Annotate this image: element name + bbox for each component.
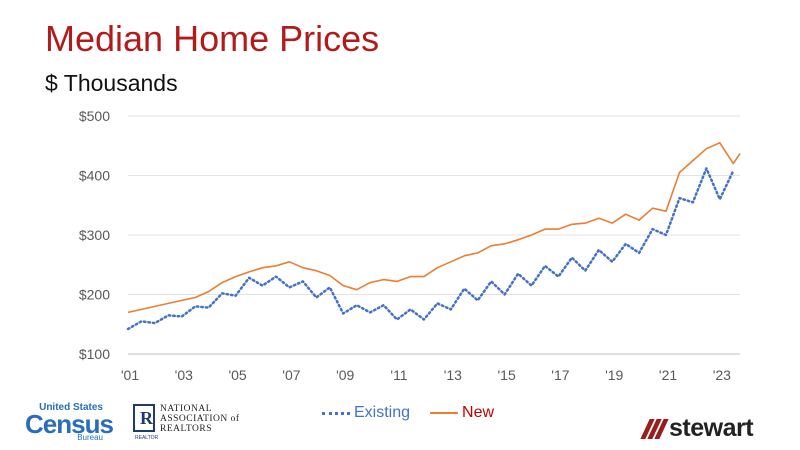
stewart-stripes-icon	[640, 418, 669, 439]
series-lines	[126, 142, 741, 331]
x-tick-label: '21	[659, 367, 677, 383]
page-title: Median Home Prices	[45, 18, 380, 59]
legend-item-existing: Existing	[322, 404, 410, 422]
x-tick-label: '23	[713, 367, 731, 383]
census-logo-main: Census	[25, 409, 114, 439]
stewart-wordmark: stewart	[669, 414, 754, 442]
x-tick-label: '13	[444, 367, 462, 383]
y-tick-label: $400	[79, 168, 110, 184]
realtor-mark-caption: REALTOR	[135, 435, 159, 441]
x-tick-label: '19	[605, 367, 623, 383]
census-logo-top: United States	[39, 402, 103, 413]
legend-swatch-existing	[322, 411, 350, 415]
y-tick-label: $300	[79, 227, 110, 243]
legend-label-new: New	[462, 404, 495, 421]
nar-logo: R REALTOR NATIONAL ASSOCIATION of REALTO…	[133, 404, 240, 441]
x-tick-label: '07	[282, 367, 300, 383]
realtor-mark-icon: R REALTOR	[133, 404, 158, 441]
y-tick-label: $200	[79, 287, 110, 303]
legend-item-new: New	[430, 404, 494, 422]
y-tick-label: $100	[79, 346, 110, 362]
nar-line-2: ASSOCIATION of	[160, 414, 240, 424]
legend-swatch-new	[430, 412, 459, 414]
census-bureau-logo: United States Census Bureau	[25, 402, 115, 442]
x-tick-label: '05	[228, 367, 246, 383]
census-logo-bottom: Bureau	[77, 433, 103, 442]
series-line-existing	[126, 167, 735, 331]
nar-line-1: NATIONAL	[160, 404, 213, 414]
chart-legend: Existing New	[322, 404, 514, 422]
realtor-mark-letter: R	[140, 408, 153, 428]
stewart-logo: stewart	[640, 414, 754, 443]
nar-logo-text: NATIONAL ASSOCIATION of REALTORS	[160, 404, 240, 434]
x-tick-label: '11	[390, 367, 407, 383]
y-axis-tick-labels: $100 $200 $300 $400 $500	[79, 108, 110, 362]
nar-line-3: REALTORS	[160, 424, 213, 434]
page-subtitle: $ Thousands	[45, 70, 178, 96]
x-tick-label: '01	[121, 367, 139, 383]
x-tick-label: '15	[497, 367, 515, 383]
legend-label-existing: Existing	[354, 404, 411, 421]
x-tick-label: '09	[336, 367, 354, 383]
line-chart: $100$200$300$400$500 '01'03'05'07'09'11 '…	[79, 108, 741, 383]
x-tick-label: '17	[551, 367, 569, 383]
y-tick-label: $500	[79, 108, 110, 124]
x-axis-tick-labels: '01 '03 '05 '07 '09 '11 '13 '15 '17 '19 '21 '23	[121, 367, 731, 383]
series-line-new	[127, 142, 741, 314]
gridlines	[128, 115, 740, 355]
x-tick-label: '03	[175, 367, 193, 383]
